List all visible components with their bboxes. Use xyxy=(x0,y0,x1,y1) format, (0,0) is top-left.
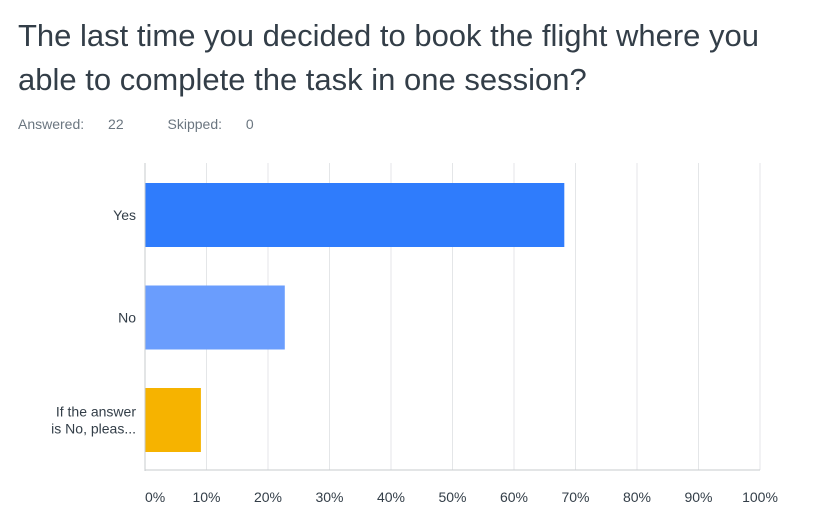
x-tick-label: 0% xyxy=(145,489,165,505)
x-tick-label: 50% xyxy=(438,489,466,505)
answered-label: Answered: xyxy=(18,116,85,132)
answered-count: Answered: 22 xyxy=(18,116,144,132)
skipped-label: Skipped: xyxy=(167,116,222,132)
x-tick-label: 90% xyxy=(684,489,712,505)
x-tick-label: 80% xyxy=(623,489,651,505)
answered-value: 22 xyxy=(108,116,124,132)
bar-2 xyxy=(145,285,285,350)
skipped-value: 0 xyxy=(245,116,254,132)
x-tick-label: 20% xyxy=(254,489,282,505)
bar-1 xyxy=(145,183,565,247)
x-tick-label: 60% xyxy=(500,489,528,505)
question-title: The last time you decided to book the fl… xyxy=(18,18,759,97)
x-tick-label: 30% xyxy=(315,489,343,505)
response-stats: Answered: 22 Skipped: 0 xyxy=(18,116,294,132)
x-tick-label: 40% xyxy=(377,489,405,505)
category-label-1: Yes xyxy=(113,207,136,223)
category-label-2: No xyxy=(118,310,136,326)
x-tick-label: 10% xyxy=(192,489,220,505)
skipped-count: Skipped: 0 xyxy=(168,116,274,132)
x-tick-label: 100% xyxy=(742,489,778,505)
category-label-3: If the answer is No, pleas... xyxy=(51,404,136,437)
x-tick-label: 70% xyxy=(561,489,589,505)
bar-3 xyxy=(145,388,201,452)
